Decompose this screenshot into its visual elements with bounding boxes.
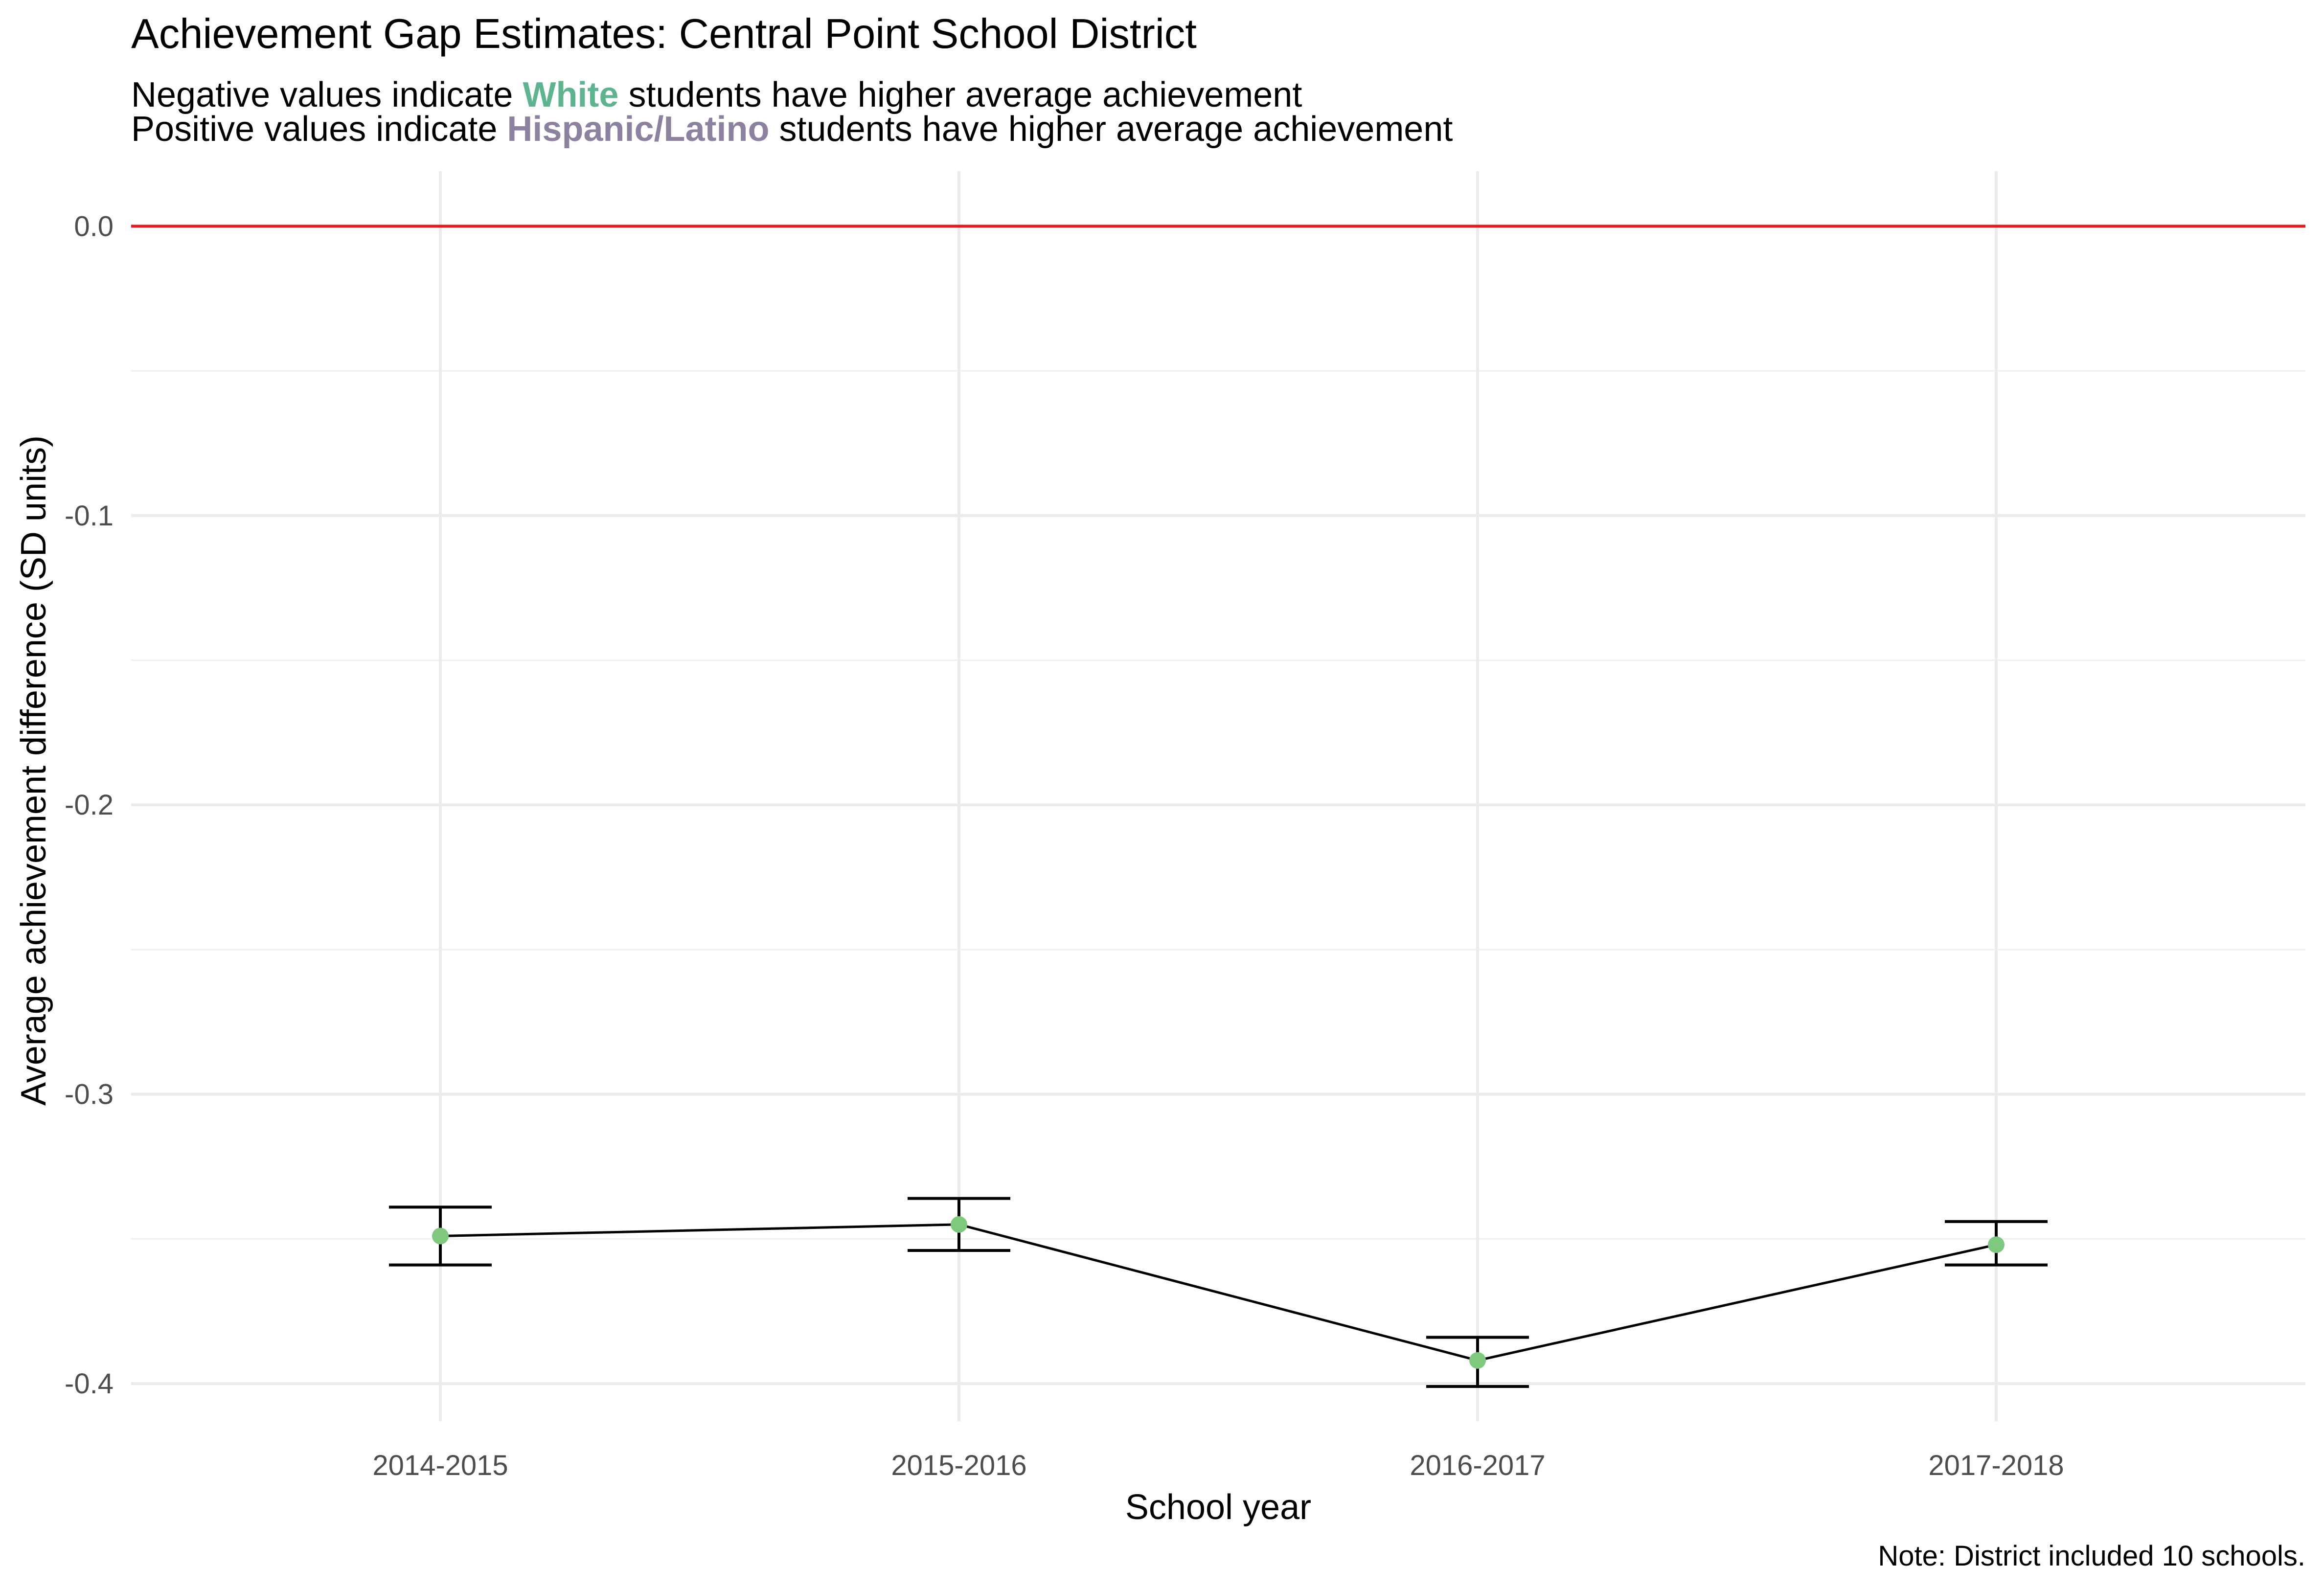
y-tick-labels: 0.0 -0.1 -0.2 -0.3 -0.4 [65,210,114,1400]
y-tick-label: 0.0 [74,210,114,242]
data-point [432,1227,449,1245]
x-tick-labels: 2014-2015 2015-2016 2016-2017 2017-2018 [372,1450,2064,1481]
x-tick-label: 2014-2015 [372,1450,508,1481]
chart-title: Achievement Gap Estimates: Central Point… [131,11,1197,57]
y-tick-label: -0.2 [65,789,114,821]
series-line-layer [440,1223,1997,1362]
subtitle-line-1-before: Negative values indicate [131,75,523,114]
chart-subtitle-line-1: Negative values indicate White students … [131,75,1302,114]
chart-subtitle-line-2: Positive values indicate Hispanic/Latino… [131,110,1453,149]
x-tick-label: 2017-2018 [1928,1450,2064,1481]
series-line [440,1223,1997,1362]
data-point [1469,1352,1486,1369]
y-tick-label: -0.1 [65,500,114,532]
grid-lines [131,171,2305,1421]
y-tick-label: -0.4 [65,1368,114,1400]
data-points [432,1216,2005,1369]
subtitle-line-1-highlight: White [523,75,618,114]
x-axis-title: School year [1125,1488,1311,1527]
data-point [951,1216,967,1233]
y-axis-title: Average achievement difference (SD units… [14,435,53,1106]
data-point [1988,1236,2005,1253]
subtitle-line-1-after: students have higher average achievement [618,75,1302,114]
subtitle-line-2-after: students have higher average achievement [769,110,1453,149]
x-tick-label: 2016-2017 [1410,1450,1545,1481]
chart-caption: Note: District included 10 schools. [1878,1540,2305,1572]
subtitle-line-2-before: Positive values indicate [131,110,507,149]
y-tick-label: -0.3 [65,1079,114,1111]
subtitle-line-2-highlight: Hispanic/Latino [507,110,769,149]
x-tick-label: 2015-2016 [891,1450,1026,1481]
